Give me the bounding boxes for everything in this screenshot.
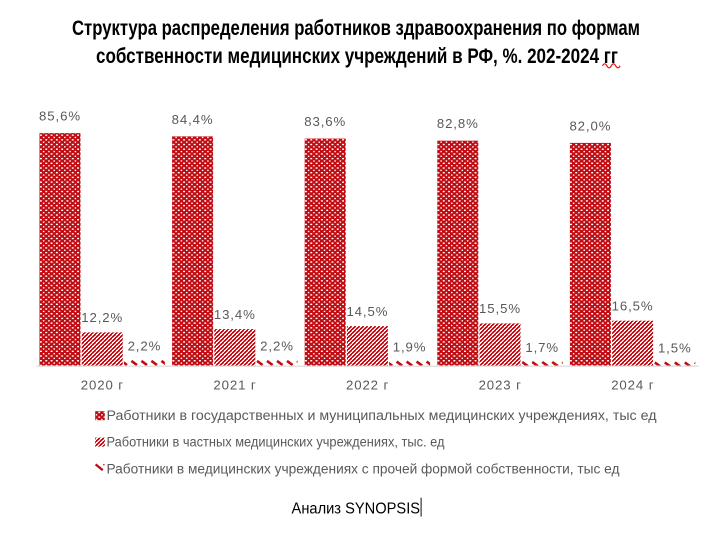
svg-text:2022 г: 2022 г (346, 378, 389, 393)
svg-text:83,6%: 83,6% (304, 114, 346, 129)
svg-text:2,2%: 2,2% (260, 339, 294, 354)
svg-text:1,7%: 1,7% (525, 340, 559, 355)
svg-text:85,6%: 85,6% (39, 109, 81, 124)
svg-text:16,5%: 16,5% (612, 298, 654, 313)
svg-text:2023 г: 2023 г (479, 378, 522, 393)
svg-text:Работники в государственных и: Работники в государственных и муниципаль… (107, 408, 657, 423)
svg-text:1,9%: 1,9% (393, 339, 427, 354)
svg-text:1,5%: 1,5% (658, 340, 692, 355)
svg-text:82,8%: 82,8% (437, 116, 479, 131)
svg-text:2,2%: 2,2% (128, 339, 162, 354)
svg-text:2024 г: 2024 г (611, 378, 654, 393)
svg-text:14,5%: 14,5% (346, 304, 388, 319)
svg-text:13,4%: 13,4% (214, 307, 256, 322)
svg-text:Структура распределения работн: Структура распределения работников здрав… (72, 17, 640, 40)
svg-text:15,5%: 15,5% (479, 301, 521, 316)
svg-text:собственности медицинских учре: собственности медицинских учреждений в Р… (96, 45, 618, 68)
svg-text:2020 г: 2020 г (81, 378, 124, 393)
svg-text:12,2%: 12,2% (81, 310, 123, 325)
svg-text:Анализ SYNOPSIS: Анализ SYNOPSIS (292, 500, 421, 517)
svg-text:Работники в медицинских учрежд: Работники в медицинских учреждениях с пр… (107, 462, 620, 477)
svg-text:2021 г: 2021 г (213, 378, 256, 393)
svg-text:Работники в частных медицински: Работники в частных медицинских учрежден… (107, 435, 445, 450)
svg-text:82,0%: 82,0% (569, 118, 611, 133)
svg-text:84,4%: 84,4% (172, 112, 214, 127)
